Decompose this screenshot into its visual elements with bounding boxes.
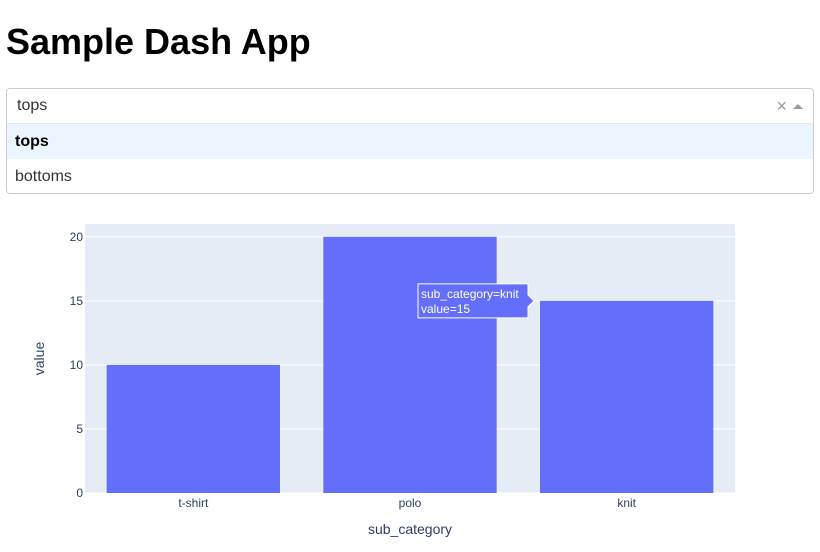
clear-icon[interactable]: × — [776, 96, 787, 116]
page-title: Sample Dash App — [6, 21, 311, 62]
bars — [106, 236, 714, 494]
x-tick-label: polo — [399, 496, 422, 510]
x-axis-label: sub_category — [368, 521, 452, 537]
bar-polo[interactable] — [323, 236, 497, 494]
hover-line: value=15 — [421, 302, 470, 316]
y-tick-label: 0 — [76, 486, 83, 500]
dropdown-control[interactable]: tops × — [6, 88, 814, 124]
y-tick-label: 10 — [70, 358, 84, 372]
y-tick-labels: 0 5 10 15 20 — [70, 230, 84, 500]
x-tick-labels: t-shirt polo knit — [178, 496, 636, 510]
y-tick-label: 15 — [70, 294, 84, 308]
hover-box — [417, 283, 535, 319]
chevron-up-icon[interactable] — [793, 104, 803, 109]
x-tick-label: knit — [617, 496, 636, 510]
bar-chart: 0 5 10 15 20 t-shirt polo knit sub_category va… — [31, 224, 735, 537]
x-tick-label: t-shirt — [178, 496, 209, 510]
bar-knit[interactable] — [540, 300, 714, 493]
y-tick-label: 5 — [76, 422, 83, 436]
hover-line: sub_category=knit — [421, 287, 519, 301]
category-dropdown[interactable]: tops × tops bottoms — [6, 88, 814, 194]
y-tick-label: 20 — [70, 230, 84, 244]
dropdown-selected-value: tops — [17, 97, 48, 114]
dropdown-menu: tops bottoms — [6, 123, 814, 194]
dropdown-option-bottoms[interactable]: bottoms — [15, 168, 72, 185]
bar-t-shirt[interactable] — [106, 364, 281, 493]
dropdown-option-tops[interactable]: tops — [7, 124, 813, 159]
y-axis-label: value — [31, 342, 47, 376]
